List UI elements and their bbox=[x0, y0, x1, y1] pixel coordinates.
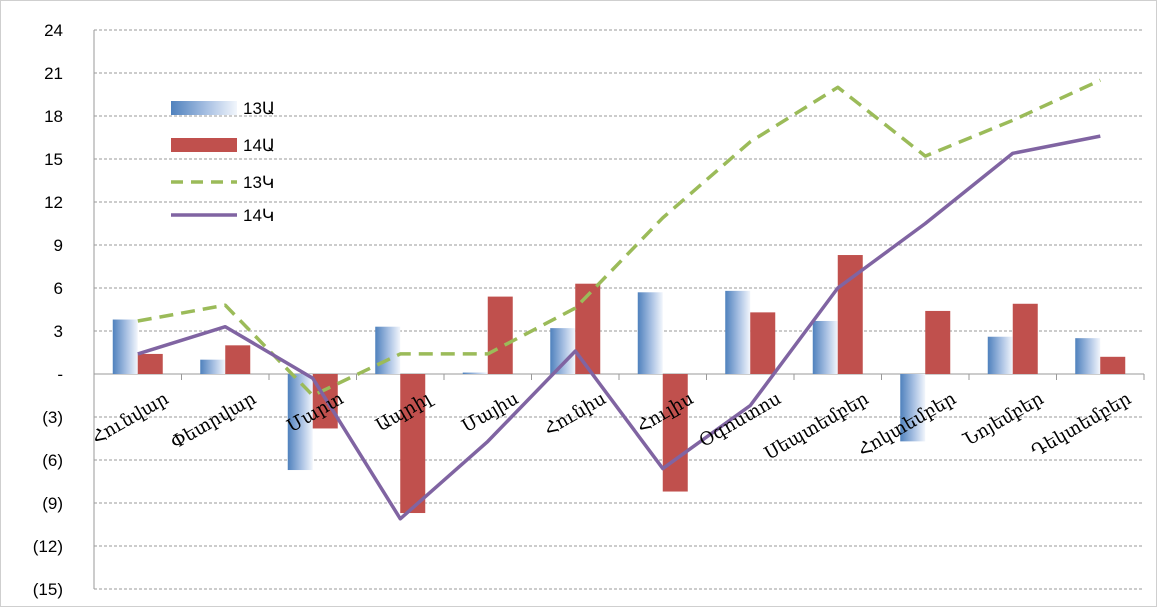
series-line bbox=[137, 134, 1101, 521]
y-tick-label: 18 bbox=[44, 107, 63, 126]
y-tick-label: (15) bbox=[33, 580, 63, 599]
legend-label: 13Ա bbox=[243, 99, 275, 118]
legend: 13Ա 14Ա 13Կ 14Կ bbox=[171, 99, 275, 225]
bar bbox=[900, 374, 926, 442]
y-tick-label: 3 bbox=[54, 322, 63, 341]
bar bbox=[400, 374, 426, 514]
y-tick-label: - bbox=[57, 365, 63, 384]
bar bbox=[750, 312, 776, 374]
bar bbox=[1012, 303, 1038, 374]
x-category-label: Փետրվար bbox=[167, 388, 260, 454]
y-tick-label: 9 bbox=[54, 236, 63, 255]
x-category-label: Մայիս bbox=[458, 388, 522, 437]
legend-label: 13Կ bbox=[243, 173, 274, 192]
y-tick-label: 15 bbox=[44, 150, 63, 169]
bar bbox=[1075, 338, 1101, 374]
y-tick-label: 12 bbox=[44, 193, 63, 212]
bar bbox=[200, 359, 226, 374]
y-tick-label: 6 bbox=[54, 279, 63, 298]
y-tick-label: 21 bbox=[44, 64, 63, 83]
y-tick-label: (9) bbox=[42, 494, 63, 513]
legend-label: 14Ա bbox=[243, 136, 275, 155]
bar bbox=[112, 319, 138, 374]
bar bbox=[987, 336, 1013, 374]
bar bbox=[375, 326, 401, 374]
bar bbox=[925, 310, 951, 374]
lines bbox=[137, 78, 1102, 521]
x-category-label: Դեկտեմբեր bbox=[1028, 388, 1135, 462]
y-axis: 24 21 18 15 12 9 6 3 - (3) (6) (9) (12) (15) bbox=[33, 21, 63, 599]
y-tick-label: (3) bbox=[42, 408, 63, 427]
bars bbox=[112, 255, 1126, 514]
bar bbox=[637, 292, 663, 374]
y-tick-label: (6) bbox=[42, 451, 63, 470]
legend-label: 14Կ bbox=[243, 206, 274, 225]
y-tick-label: 24 bbox=[44, 21, 63, 40]
bar bbox=[137, 353, 163, 374]
bar bbox=[225, 345, 251, 374]
bar bbox=[462, 372, 488, 374]
legend-swatch bbox=[171, 138, 237, 152]
y-tick-label: (12) bbox=[33, 537, 63, 556]
legend-swatch bbox=[171, 101, 237, 115]
bar bbox=[487, 296, 513, 374]
bar bbox=[550, 328, 576, 374]
grid-lines bbox=[93, 29, 1145, 590]
series-line bbox=[137, 78, 1102, 398]
bar bbox=[837, 255, 863, 374]
bar bbox=[812, 320, 838, 374]
bar bbox=[662, 374, 688, 492]
bar bbox=[725, 290, 751, 374]
x-category-label: Հունիս bbox=[541, 388, 610, 440]
bar bbox=[1100, 356, 1126, 374]
x-category-label: Հունվար bbox=[88, 388, 172, 449]
